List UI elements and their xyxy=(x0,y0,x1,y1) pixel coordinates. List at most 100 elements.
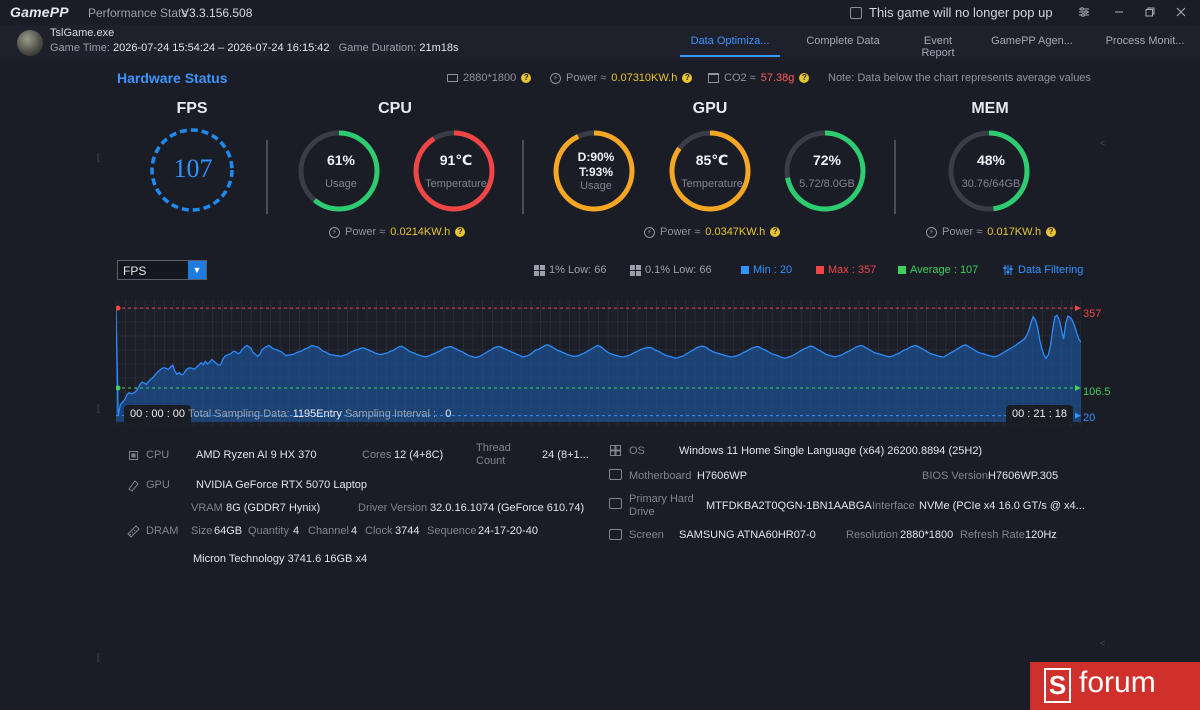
help-icon[interactable]: ? xyxy=(799,73,810,83)
gpu-vram-value: 72% xyxy=(812,152,842,168)
tab-gamepp-agent[interactable]: GamePP Agen... xyxy=(991,35,1073,47)
fps-gauge: 107 xyxy=(148,126,238,216)
interface-value: NVMe (PCIe x4 16.0 GT/s @ x4... xyxy=(919,500,1085,512)
help-icon[interactable]: ? xyxy=(455,227,466,237)
bios-value: H7606WP.305 xyxy=(988,470,1059,482)
total-power-value: 0.07310KW.h xyxy=(611,72,678,84)
max-legend-swatch xyxy=(816,266,824,274)
driver-label: Driver Version xyxy=(358,502,428,514)
avg-value: Average : 107 xyxy=(910,264,979,276)
grid-icon xyxy=(630,264,641,276)
mem-power-label: Power ≈ xyxy=(942,226,983,238)
chart-note: Note: Data below the chart represents av… xyxy=(828,72,1091,84)
dram-clock-value: 3744 xyxy=(395,525,420,537)
hard-drive-icon xyxy=(609,498,622,509)
cpu-usage-value: 61% xyxy=(326,152,356,168)
data-filtering-button[interactable]: Data Filtering xyxy=(1002,264,1083,276)
gpu-power-value: 0.0347KW.h xyxy=(705,226,766,238)
close-icon[interactable] xyxy=(1172,4,1190,20)
gpu-temp-gauge: 85℃ Temperature xyxy=(667,128,757,218)
gpu-card-icon xyxy=(128,480,139,492)
restore-icon[interactable] xyxy=(1141,4,1159,20)
co2-label: CO2 ≈ xyxy=(724,72,756,84)
cpu-temp-label: Temperature xyxy=(425,178,487,190)
screen-value: SAMSUNG ATNA60HR07-0 xyxy=(679,529,816,541)
cpu-cores-value: 12 (4+8C) xyxy=(394,449,444,461)
fps-chart[interactable] xyxy=(116,300,1081,426)
ring-gauge-svg xyxy=(948,130,1030,212)
sampling-info: Total Sampling Data: 1195Entry Sampling … xyxy=(188,408,451,420)
section-divider xyxy=(266,140,268,214)
monitor-icon xyxy=(447,74,458,82)
grid-icon xyxy=(534,264,545,276)
game-duration: 21m18s xyxy=(419,42,459,54)
fps-title: FPS xyxy=(176,100,208,117)
fps-chart-svg xyxy=(116,300,1081,426)
cpu-usage-label: Usage xyxy=(325,178,357,190)
help-icon[interactable]: ? xyxy=(1046,227,1057,237)
cpu-power: ⚡ Power ≈ 0.0214KW.h ? xyxy=(329,226,466,238)
avg-stat: Average : 107 xyxy=(898,264,978,276)
dram-stick-icon xyxy=(127,525,140,538)
cpu-thread-label-2: Count xyxy=(476,455,506,467)
resolution-label: Resolution xyxy=(846,529,898,541)
ring-fill xyxy=(298,130,380,212)
dram-size-value: 64GB xyxy=(214,525,243,537)
title-bar: GamePP Performance Stats V3.3.156.508 Th… xyxy=(0,0,1200,25)
metric-select[interactable]: FPS ▼ xyxy=(117,260,207,280)
sampling-label: Total Sampling Data: xyxy=(188,408,290,420)
cpu-spec-name: AMD Ryzen AI 9 HX 370 xyxy=(196,449,317,461)
settings-sliders-icon[interactable] xyxy=(1075,4,1093,20)
game-avatar xyxy=(17,30,43,56)
gpu-usage-gauge: D:90% T:93% Usage xyxy=(551,128,641,218)
drive-label-1: Primary Hard xyxy=(629,493,694,505)
no-popup-toggle[interactable]: This game will no longer pop up xyxy=(850,5,1053,20)
min-value: Min : 20 xyxy=(753,264,793,276)
power-icon: ⚡ xyxy=(550,72,561,84)
ring-gauge-svg xyxy=(553,130,635,212)
dram-qty-value: 4 xyxy=(293,525,300,537)
gpu-title: GPU xyxy=(692,100,728,117)
help-icon[interactable]: ? xyxy=(770,227,781,237)
cpu-power-label: Power ≈ xyxy=(345,226,386,238)
dram-module: Micron Technology 3741.6 16GB x4 xyxy=(193,553,368,565)
game-name: TslGame.exe xyxy=(50,27,115,39)
cpu-power-value: 0.0214KW.h xyxy=(390,226,451,238)
co2-icon xyxy=(708,73,719,83)
minimize-icon[interactable] xyxy=(1110,4,1128,20)
gpu-vram-gauge: 72% 5.72/8.0GB xyxy=(782,128,872,218)
cpu-title: CPU xyxy=(378,100,412,117)
gpu-temp-value: 85℃ xyxy=(695,152,729,168)
resolution-info: 2880*1800 ? xyxy=(447,72,532,84)
ring-gauge-svg xyxy=(298,130,380,212)
power-icon: ⚡ xyxy=(644,226,655,238)
help-icon[interactable]: ? xyxy=(521,73,532,83)
hardware-status-title: Hardware Status xyxy=(117,70,228,86)
min-stat: Min : 20 xyxy=(741,264,792,276)
low1-stat: 1% Low: 66 xyxy=(534,264,606,276)
co2-value: 57.38g xyxy=(760,72,795,84)
tab-event-report[interactable]: Event Report xyxy=(921,35,955,59)
dram-qty-label: Quantity xyxy=(248,525,289,537)
tab-complete-data[interactable]: Complete Data xyxy=(806,35,880,47)
app-version: V3.3.156.508 xyxy=(181,6,253,20)
chart-start-time: 00 : 00 : 00 xyxy=(124,405,192,425)
right-scroll-mark: < xyxy=(1100,138,1106,148)
low01-value: 0.1% Low: 66 xyxy=(645,264,712,276)
bios-label: BIOS Version xyxy=(922,470,989,482)
cpu-thread-value: 24 (8+1... xyxy=(542,449,589,461)
help-icon[interactable]: ? xyxy=(682,73,693,83)
no-popup-checkbox[interactable] xyxy=(850,6,862,19)
right-scroll-mark: < xyxy=(1100,638,1106,648)
mem-power-value: 0.017KW.h xyxy=(987,226,1042,238)
no-popup-label: This game will no longer pop up xyxy=(869,5,1053,20)
tab-data-optimization[interactable]: Data Optimiza... xyxy=(680,25,780,60)
avg-legend-swatch xyxy=(898,266,906,274)
tab-process-monitor[interactable]: Process Monit... xyxy=(1105,35,1185,47)
avg-arrow-icon xyxy=(1075,385,1081,392)
total-power-label: Power ≈ xyxy=(566,72,607,84)
max-axis-label: 357 xyxy=(1083,308,1102,320)
ring-fill xyxy=(413,130,495,212)
dram-seq-value: 24-17-20-40 xyxy=(478,525,538,537)
chevron-down-icon[interactable]: ▼ xyxy=(188,261,206,279)
